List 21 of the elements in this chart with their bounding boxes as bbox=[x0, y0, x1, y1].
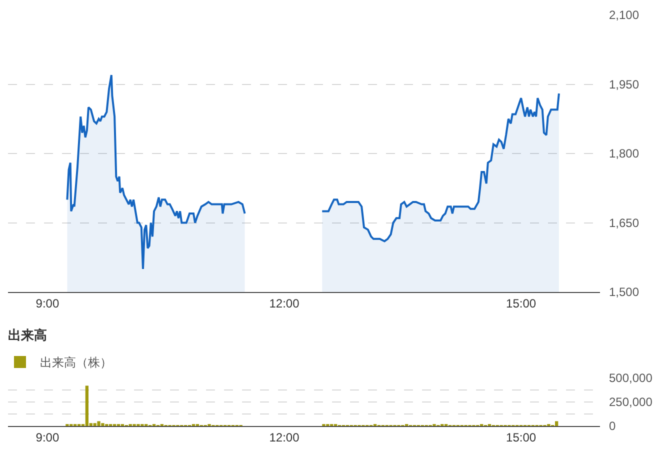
y-tick-label: 2,100 bbox=[609, 8, 640, 22]
x-tick-label: 12:00 bbox=[269, 430, 300, 444]
bar bbox=[93, 423, 96, 426]
y-tick-label: 500,000 bbox=[609, 371, 653, 386]
x-tick-label: 15:00 bbox=[506, 296, 536, 310]
bar bbox=[85, 386, 89, 426]
bar bbox=[101, 423, 104, 426]
y-tick-label: 250,000 bbox=[609, 395, 653, 410]
legend-label: 出来高（株） bbox=[40, 356, 112, 370]
x-tick-label: 12:00 bbox=[269, 296, 300, 310]
y-tick-label: 1,800 bbox=[609, 146, 640, 161]
y-tick-label: 1,650 bbox=[609, 216, 640, 230]
x-tick-label: 9:00 bbox=[36, 296, 60, 310]
y-tick-label: 1,950 bbox=[609, 77, 640, 92]
x-tick-label: 15:00 bbox=[506, 430, 536, 444]
bar bbox=[97, 421, 100, 426]
x-tick-label: 9:00 bbox=[36, 430, 60, 444]
chart-title: 出来高 bbox=[8, 328, 47, 343]
y-tick-label: 1,500 bbox=[609, 285, 640, 300]
bar bbox=[555, 421, 558, 426]
y-tick-label: 0 bbox=[609, 419, 616, 434]
